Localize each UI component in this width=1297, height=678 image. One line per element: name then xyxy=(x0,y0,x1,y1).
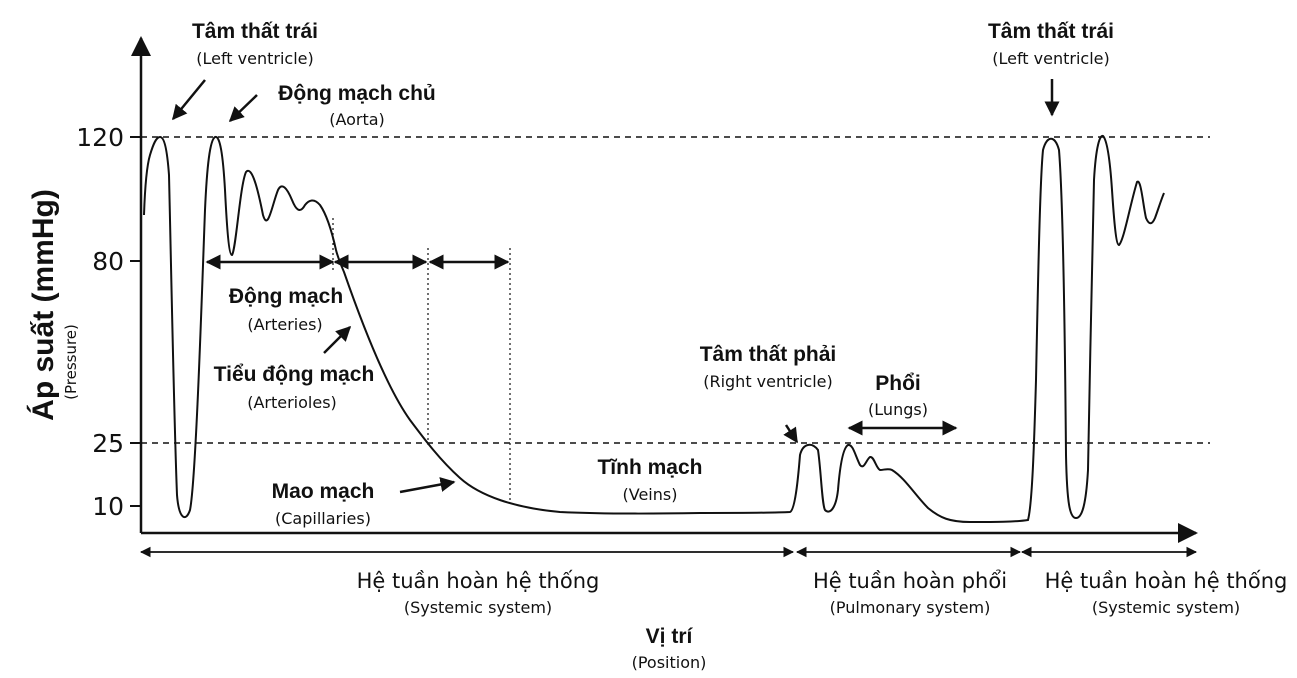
arrow-lv-left xyxy=(172,79,206,121)
y-tick-label-25: 25 xyxy=(92,429,124,458)
label-arterioles: Tiểu động mạch xyxy=(214,363,375,386)
label-veins: Tĩnh mạch xyxy=(597,456,702,479)
x-axis-title: Vị trí xyxy=(646,625,694,648)
label-lv-right: Tâm thất trái xyxy=(988,20,1114,43)
system-label-systemic-2-en: (Systemic system) xyxy=(1092,598,1240,617)
y-axis-title: Áp suất (mmHg) xyxy=(26,189,60,421)
system-label-pulmonary-en: (Pulmonary system) xyxy=(830,598,991,617)
arrow-arterioles xyxy=(323,325,352,354)
label-lv-left-en: (Left ventricle) xyxy=(196,49,314,68)
system-label-systemic-1: Hệ tuần hoàn hệ thống xyxy=(357,569,600,593)
label-arterioles-en: (Arterioles) xyxy=(247,393,337,412)
label-lungs-en: (Lungs) xyxy=(868,400,928,419)
label-lv-right-en: (Left ventricle) xyxy=(992,49,1110,68)
system-label-pulmonary: Hệ tuần hoàn phổi xyxy=(813,569,1007,593)
arrow-capillaries xyxy=(399,477,456,494)
system-label-systemic-2: Hệ tuần hoàn hệ thống xyxy=(1045,569,1288,593)
label-arteries: Động mạch xyxy=(229,285,343,308)
system-label-systemic-1-en: (Systemic system) xyxy=(404,598,552,617)
label-capillaries: Mao mạch xyxy=(272,480,375,503)
label-rv-en: (Right ventricle) xyxy=(703,372,833,391)
arrow-aorta xyxy=(228,94,258,123)
y-tick-label-120: 120 xyxy=(76,123,124,152)
arrow-rv xyxy=(783,424,799,444)
y-axis-subtitle: (Pressure) xyxy=(62,324,80,400)
label-lungs: Phổi xyxy=(875,372,921,395)
label-aorta-en: (Aorta) xyxy=(329,110,385,129)
pressure-curve xyxy=(143,135,1165,524)
label-arteries-en: (Arteries) xyxy=(247,315,322,334)
label-aorta: Động mạch chủ xyxy=(278,82,436,105)
label-lv-left: Tâm thất trái xyxy=(192,20,318,43)
x-axis-subtitle: (Position) xyxy=(632,653,707,672)
y-tick-label-10: 10 xyxy=(92,492,124,521)
y-tick-label-80: 80 xyxy=(92,247,124,276)
label-veins-en: (Veins) xyxy=(623,485,678,504)
label-capillaries-en: (Capillaries) xyxy=(275,509,371,528)
label-rv: Tâm thất phải xyxy=(700,343,837,366)
